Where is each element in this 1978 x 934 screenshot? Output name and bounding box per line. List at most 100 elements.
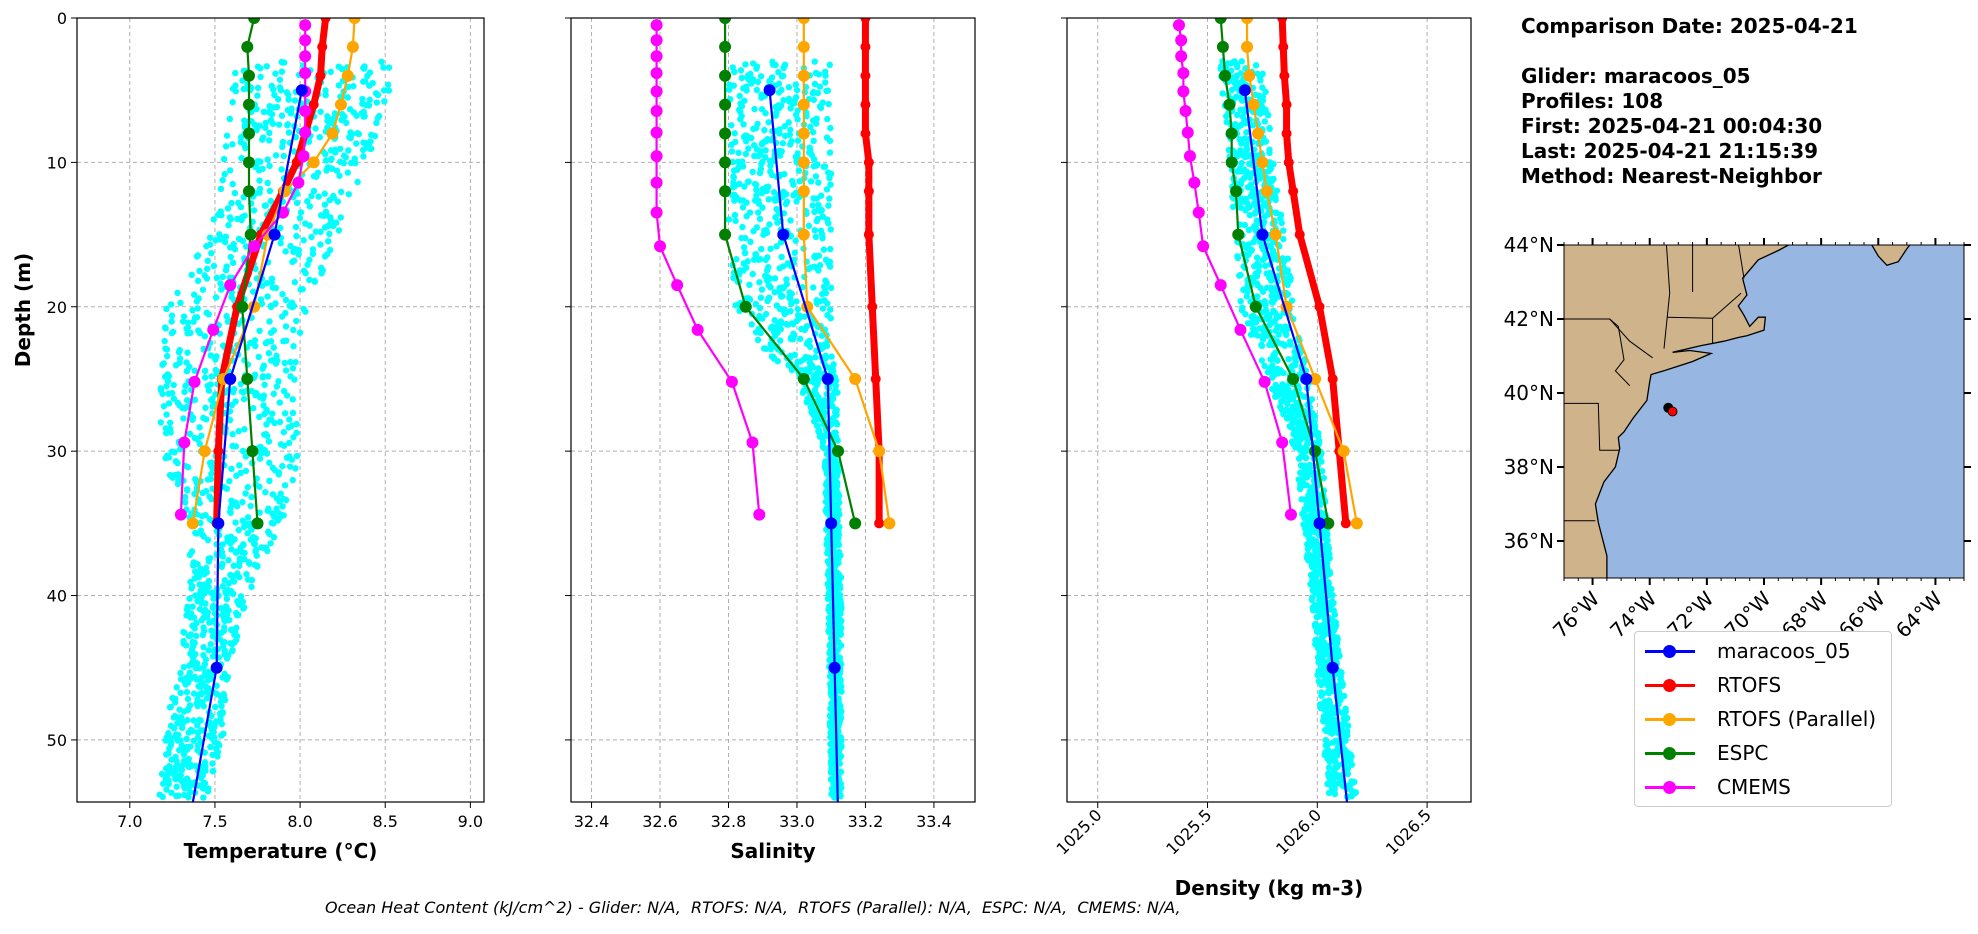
glider-point xyxy=(827,315,835,322)
glider-point xyxy=(212,356,219,363)
glider-point xyxy=(226,274,234,281)
glider-point xyxy=(829,461,836,468)
glider-point xyxy=(293,199,301,207)
glider-point xyxy=(231,246,239,253)
data-point xyxy=(210,661,223,674)
glider-point xyxy=(1233,72,1241,79)
glider-point xyxy=(775,68,782,76)
glider-point xyxy=(190,690,198,697)
glider-point xyxy=(811,58,818,65)
glider-point xyxy=(260,392,268,399)
glider-point xyxy=(829,726,836,734)
series-line xyxy=(191,89,303,802)
glider-point xyxy=(311,278,319,285)
glider-point xyxy=(279,138,287,146)
data-point xyxy=(242,98,255,111)
glider-point xyxy=(218,286,225,293)
data-point xyxy=(1288,186,1299,197)
tick-label-y: 50 xyxy=(47,731,67,750)
glider-point xyxy=(1258,341,1265,349)
glider-point xyxy=(1252,62,1260,69)
glider-point xyxy=(187,650,194,657)
glider-point xyxy=(1307,581,1314,588)
glider-point xyxy=(226,167,234,174)
glider-point xyxy=(752,251,760,258)
glider-point xyxy=(360,153,367,160)
glider-point xyxy=(1293,399,1301,407)
glider-point xyxy=(220,690,227,698)
data-point xyxy=(320,18,331,23)
series-rtofs-parallel- xyxy=(1241,18,1363,530)
glider-point xyxy=(308,192,315,200)
data-point xyxy=(1260,185,1273,198)
glider-point xyxy=(306,256,313,264)
data-point xyxy=(198,445,211,458)
glider-point xyxy=(1339,682,1346,689)
glider-point xyxy=(208,470,215,477)
glider-point xyxy=(287,242,294,250)
glider-point xyxy=(1297,462,1305,469)
glider-point xyxy=(830,361,837,368)
glider-point xyxy=(1291,348,1298,356)
glider-point xyxy=(810,284,817,291)
glider-point xyxy=(174,289,181,297)
glider-point xyxy=(827,306,834,313)
glider-point xyxy=(748,80,755,87)
glider-point xyxy=(1250,312,1257,319)
glider-point xyxy=(1318,689,1325,696)
glider-point xyxy=(192,529,199,537)
glider-point xyxy=(197,519,204,527)
glider-point xyxy=(834,507,842,515)
glider-point xyxy=(272,284,280,292)
glider-point xyxy=(747,238,754,246)
glider-point xyxy=(270,390,278,398)
series-cmems xyxy=(1172,19,1297,521)
glider-point xyxy=(811,253,818,261)
glider-point xyxy=(1233,111,1241,119)
glider-point xyxy=(1276,403,1284,410)
glider-point xyxy=(812,173,820,180)
glider-point xyxy=(290,434,297,441)
data-point xyxy=(1238,84,1251,97)
glider-point xyxy=(315,193,322,200)
legend-item-maracoos: maracoos_05 xyxy=(1645,636,1851,666)
glider-point xyxy=(283,89,290,96)
glider-point xyxy=(264,179,271,187)
glider-point xyxy=(217,280,224,287)
glider-point xyxy=(266,187,274,195)
glider-point xyxy=(744,132,751,140)
glider-point xyxy=(204,265,211,273)
glider-point xyxy=(202,564,210,572)
data-point xyxy=(334,98,347,111)
glider-point xyxy=(257,65,264,72)
glider-point xyxy=(1258,333,1266,340)
glider-point xyxy=(269,491,277,498)
glider-point xyxy=(189,727,196,735)
glider-point xyxy=(347,134,354,142)
glider-point xyxy=(827,776,835,783)
data-point xyxy=(1214,279,1227,292)
data-point xyxy=(299,104,312,117)
glider-point xyxy=(1322,742,1330,749)
glider-point xyxy=(293,232,300,240)
glider-point xyxy=(1312,641,1319,648)
data-point xyxy=(1234,323,1247,336)
series-line xyxy=(179,25,307,515)
data-point xyxy=(185,806,197,818)
glider-point xyxy=(212,294,220,301)
glider-point xyxy=(1261,118,1268,125)
glider-point xyxy=(239,447,247,455)
glider-point xyxy=(220,642,227,650)
glider-point xyxy=(222,143,230,150)
glider-point xyxy=(212,745,220,752)
glider-point xyxy=(817,208,825,215)
glider-point xyxy=(183,735,190,743)
glider-point xyxy=(733,256,740,263)
data-point xyxy=(1249,300,1262,313)
data-point xyxy=(224,372,237,385)
glider-point xyxy=(756,215,764,223)
data-point xyxy=(753,508,766,521)
glider-point xyxy=(725,86,733,93)
glider-point xyxy=(741,249,749,257)
glider-point xyxy=(202,488,210,495)
